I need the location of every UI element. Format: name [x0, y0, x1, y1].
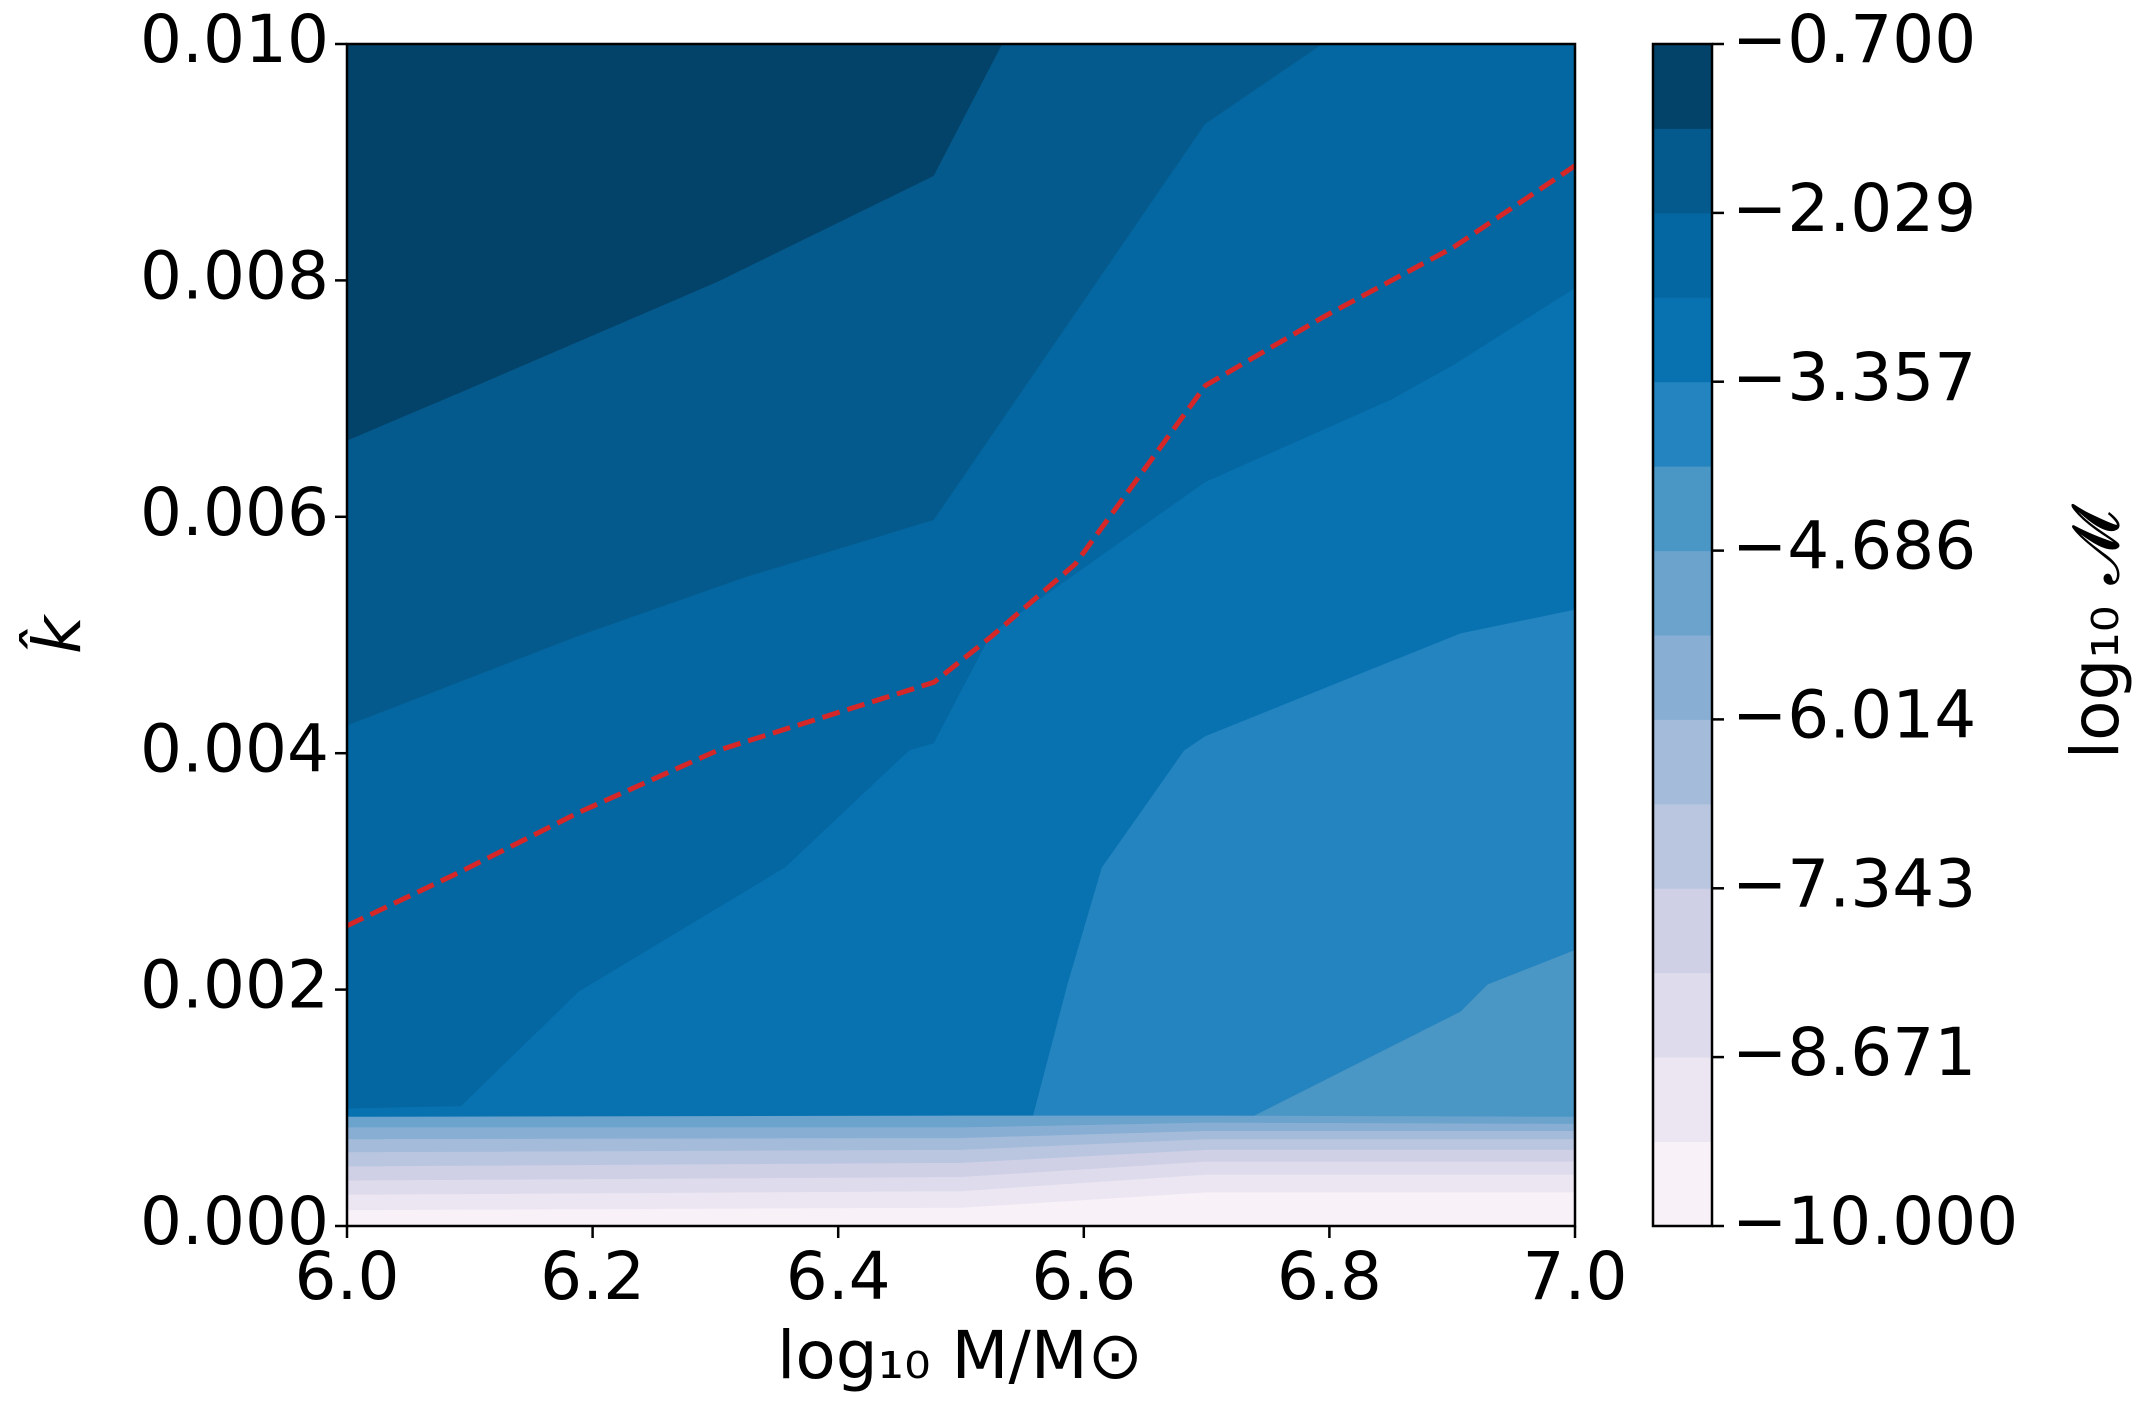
colorbar-tick-label: −10.000	[1732, 1183, 2018, 1260]
colorbar-label: log₁₀ 𝓜	[2057, 504, 2134, 760]
y-axis-label: k̂	[18, 613, 96, 654]
y-tick-label: 0.000	[140, 1183, 329, 1260]
x-tick-label: 6.2	[540, 1238, 645, 1315]
colorbar-band	[1653, 128, 1712, 214]
colorbar-tick-label: −3.357	[1732, 339, 1976, 416]
colorbar-tick-label: −8.671	[1732, 1014, 1976, 1091]
colorbar-band	[1653, 44, 1712, 129]
colorbar-band	[1653, 297, 1712, 383]
colorbar-tick-label: −4.686	[1732, 508, 1976, 585]
x-tick-label: 6.0	[295, 1238, 400, 1315]
y-tick-label: 0.008	[140, 237, 329, 314]
colorbar-band	[1653, 888, 1712, 974]
colorbar-band	[1653, 550, 1712, 636]
colorbar-tick-label: −0.700	[1732, 1, 1976, 78]
plot-frame	[345, 42, 1577, 1228]
y-tick-label: 0.010	[140, 1, 329, 78]
dashed-line	[347, 163, 1575, 929]
colorbar-band	[1653, 803, 1712, 889]
plot-area	[347, 44, 1575, 1226]
y-tick-label: 0.004	[140, 710, 329, 787]
colorbar-band	[1653, 972, 1712, 1058]
colorbar-band	[1653, 719, 1712, 805]
x-tick-label: 6.8	[1277, 1238, 1382, 1315]
x-tick-label: 6.6	[1031, 1238, 1136, 1315]
y-tick-label: 0.006	[140, 474, 329, 551]
x-tick-label: 6.4	[786, 1238, 891, 1315]
contour-region	[347, 1192, 1575, 1226]
y-tick-label: 0.002	[140, 947, 329, 1024]
colorbar-band	[1653, 1141, 1712, 1227]
colorbar-tick-label: −7.343	[1732, 845, 1976, 922]
colorbar-tick-label: −2.029	[1732, 170, 1976, 247]
colorbar-band	[1653, 381, 1712, 467]
colorbar-frame	[1651, 42, 1714, 1228]
colorbar-band	[1653, 635, 1712, 720]
colorbar-tick-label: −6.014	[1732, 676, 1976, 753]
x-axis-label: log₁₀ M/M⊙	[777, 1317, 1143, 1394]
colorbar-band	[1653, 212, 1712, 298]
x-tick-label: 7.0	[1523, 1238, 1628, 1315]
colorbar-band	[1653, 466, 1712, 552]
colorbar-band	[1653, 1057, 1712, 1143]
